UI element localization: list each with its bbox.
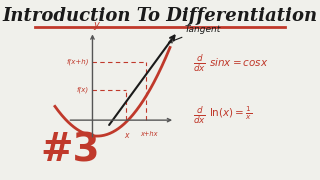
Text: f(x): f(x) [76, 87, 89, 93]
Text: $\frac{d}{dx}$: $\frac{d}{dx}$ [193, 52, 205, 74]
Text: Tangent: Tangent [169, 24, 221, 43]
Text: x+hx: x+hx [140, 131, 157, 137]
Text: $\ln(x) = \frac{1}{x}$: $\ln(x) = \frac{1}{x}$ [209, 105, 252, 122]
Text: x: x [124, 131, 129, 140]
Text: y: y [94, 20, 100, 30]
Text: f(x+h): f(x+h) [66, 58, 89, 65]
Text: $sinx = cosx$: $sinx = cosx$ [209, 56, 268, 68]
Text: $\frac{d}{dx}$: $\frac{d}{dx}$ [193, 104, 205, 126]
Text: Introduction To Differentiation: Introduction To Differentiation [3, 7, 317, 25]
Text: #3: #3 [40, 132, 100, 170]
